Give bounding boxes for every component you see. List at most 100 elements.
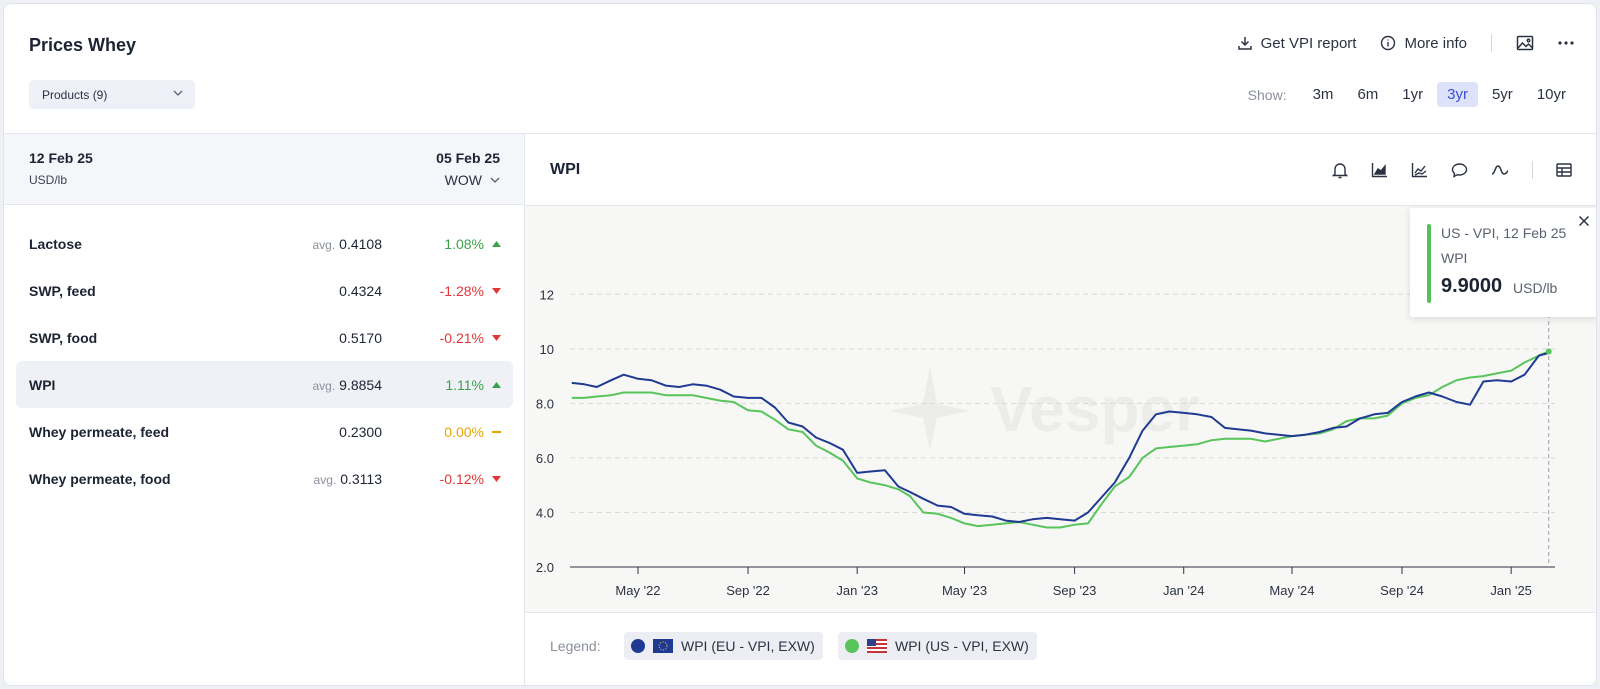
legend-item-us[interactable]: WPI (US - VPI, EXW)	[838, 632, 1037, 660]
price-row[interactable]: Whey permeate, food avg. 0.3113 -0.12%	[16, 455, 513, 502]
us-flag-icon	[867, 639, 887, 653]
download-icon	[1237, 37, 1252, 50]
price-row[interactable]: SWP, feed 0.4324 -1.28%	[16, 267, 513, 314]
get-report-button[interactable]: Get VPI report	[1237, 34, 1357, 52]
chart-legend: Legend: WPI (EU - VPI, EXW) WPI (US - VP…	[525, 612, 1596, 685]
legend-eu-label: WPI (EU - VPI, EXW)	[681, 638, 815, 654]
watermark-text: Vesper	[990, 373, 1200, 445]
x-tick-label: May '23	[942, 583, 987, 598]
product-value: avg. 0.4108	[312, 236, 382, 252]
table-icon[interactable]	[1556, 163, 1572, 177]
product-value-number: 0.3113	[340, 471, 382, 487]
price-row[interactable]: Whey permeate, feed 0.2300 0.00%	[16, 408, 513, 455]
avg-label: avg.	[312, 379, 336, 393]
show-label: Show:	[1247, 86, 1287, 103]
price-table-panel: 12 Feb 25 USD/lb 05 Feb 25 WOW Lactose av…	[4, 134, 525, 685]
get-report-label: Get VPI report	[1260, 34, 1357, 52]
series-line-us[interactable]	[571, 350, 1550, 529]
price-row[interactable]: WPI avg. 9.8854 1.11%	[16, 361, 513, 408]
range-5yr[interactable]: 5yr	[1491, 86, 1513, 103]
range-6m[interactable]: 6m	[1357, 86, 1379, 103]
y-tick-label: 2.0	[536, 560, 554, 575]
price-row[interactable]: SWP, food 0.5170 -0.21%	[16, 314, 513, 361]
price-list: Lactose avg. 0.4108 1.08% SWP, feed 0.4324 -1.…	[16, 220, 513, 502]
legend-us-label: WPI (US - VPI, EXW)	[895, 638, 1029, 654]
chart-title: WPI	[550, 161, 581, 178]
product-value: avg. 0.3113	[314, 471, 382, 487]
y-tick-label: 4.0	[536, 505, 554, 520]
tooltip-product: WPI	[1441, 250, 1468, 266]
wpi-line-chart[interactable]: Vesper 2.0 4.0 6.0 8.0 10 12 May '22 Sep '22 Jan …	[525, 206, 1597, 612]
product-value: avg. 9.8854	[312, 377, 382, 393]
more-info-button[interactable]: More info	[1380, 35, 1467, 52]
page-title: Prices Whey	[29, 35, 137, 55]
chart-toolbar	[1332, 161, 1572, 179]
x-tick-label: Jan '23	[836, 583, 878, 598]
comment-icon[interactable]	[1451, 162, 1468, 178]
product-name: SWP, feed	[29, 283, 96, 299]
product-value: 0.4324	[339, 283, 382, 299]
area-chart-icon[interactable]	[1371, 162, 1388, 178]
compare-mode-label: WOW	[444, 172, 482, 188]
product-value-number: 0.4108	[339, 236, 382, 252]
x-tick-label: Jan '24	[1163, 583, 1205, 598]
price-table-header: 12 Feb 25 USD/lb 05 Feb 25 WOW	[4, 134, 524, 205]
tooltip-color-bar	[1427, 224, 1431, 303]
line-chart-icon[interactable]	[1411, 162, 1428, 178]
range-10yr[interactable]: 10yr	[1536, 86, 1566, 103]
card-header: Prices Whey Get VPI report More info Pro…	[4, 4, 1596, 134]
product-name: Lactose	[29, 236, 82, 252]
ellipsis-icon	[1558, 41, 1574, 45]
product-change: 1.08%	[444, 236, 484, 252]
series-line-eu[interactable]	[571, 351, 1549, 523]
legend-dot-eu	[631, 639, 645, 653]
range-1yr[interactable]: 1yr	[1402, 86, 1424, 103]
chevron-down-icon	[173, 90, 183, 96]
legend-dot-us	[845, 639, 859, 653]
flat-dash-icon	[492, 431, 501, 433]
info-icon	[1381, 35, 1396, 51]
product-name: Whey permeate, food	[29, 471, 171, 487]
product-change: -0.21%	[439, 330, 484, 346]
product-value: 0.2300	[339, 424, 382, 440]
x-tick-label: Sep '24	[1380, 583, 1424, 598]
avg-label: avg.	[312, 238, 336, 252]
header-divider	[1491, 34, 1492, 52]
product-value-number: 9.8854	[339, 377, 382, 393]
product-value-number: 0.5170	[339, 330, 382, 346]
header-actions: Get VPI report More info	[1237, 34, 1574, 52]
product-name: Whey permeate, feed	[29, 424, 170, 440]
smoothing-icon[interactable]	[1491, 164, 1509, 176]
more-info-label: More info	[1404, 34, 1467, 52]
close-icon[interactable]	[1578, 215, 1590, 227]
image-export-button[interactable]	[1516, 35, 1534, 51]
current-date: 12 Feb 25	[29, 150, 93, 166]
eu-flag-icon	[653, 639, 673, 653]
hover-point	[1545, 348, 1552, 355]
arrow-up-icon	[492, 241, 501, 247]
tooltip-unit: USD/lb	[1513, 280, 1558, 296]
products-select[interactable]: Products (9)	[29, 80, 195, 109]
product-change: -1.28%	[439, 283, 484, 299]
chart-panel: WPI Vesper 2.0 4.0 6.0 8.0 10 12 May '22 Sep '22…	[525, 134, 1597, 685]
bell-icon[interactable]	[1332, 162, 1348, 179]
y-tick-label: 6.0	[536, 451, 554, 466]
legend-item-eu[interactable]: WPI (EU - VPI, EXW)	[624, 632, 823, 660]
prices-whey-card: Prices Whey Get VPI report More info Pro…	[3, 3, 1597, 686]
y-tick-label: 10	[540, 342, 554, 357]
products-select-label: Products (9)	[42, 87, 108, 102]
product-value: 0.5170	[339, 330, 382, 346]
tooltip-series: US - VPI, 12 Feb 25	[1441, 225, 1567, 241]
watermark-star	[890, 366, 970, 451]
range-3m[interactable]: 3m	[1312, 86, 1334, 103]
more-options-button[interactable]	[1558, 41, 1574, 45]
arrow-down-icon	[492, 288, 501, 294]
image-icon	[1516, 35, 1534, 51]
range-3yr[interactable]: 3yr	[1437, 82, 1478, 107]
chart-tooltip: US - VPI, 12 Feb 25 WPI 9.9000 USD/lb	[1410, 208, 1596, 317]
product-value-number: 0.2300	[339, 424, 382, 440]
price-row[interactable]: Lactose avg. 0.4108 1.08%	[16, 220, 513, 267]
time-range-selector: Show: 3m 6m 1yr 3yr 5yr 10yr	[1248, 82, 1576, 107]
product-change: -0.12%	[439, 471, 484, 487]
compare-mode-select[interactable]: WOW	[445, 172, 500, 188]
